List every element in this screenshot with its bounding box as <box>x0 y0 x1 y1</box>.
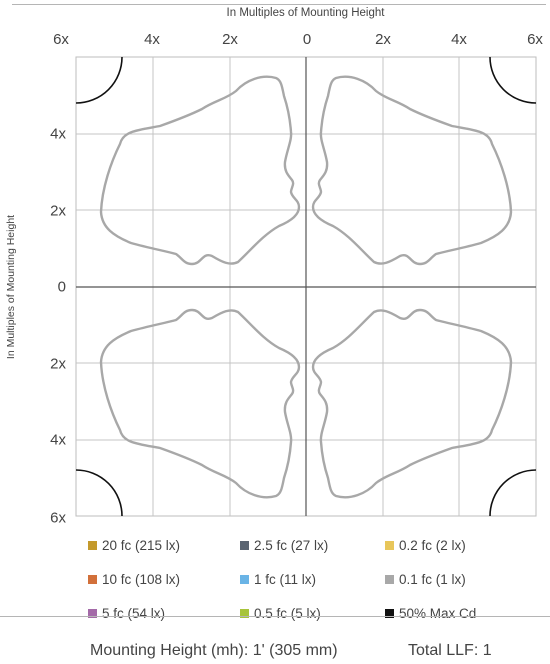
legend-swatch <box>88 575 97 584</box>
contour-lobe-top-right <box>311 75 513 266</box>
legend-swatch <box>385 575 394 584</box>
mounting-height-label: Mounting Height (mh): 1' (305 mm) <box>90 642 338 659</box>
legend-item: 0.1 fc (1 lx) <box>385 572 466 587</box>
legend-label: 10 fc (108 lx) <box>102 572 181 587</box>
legend-label: 0.5 fc (5 lx) <box>254 606 321 621</box>
legend-swatch <box>240 575 249 584</box>
legend-item: 1 fc (11 lx) <box>240 572 316 587</box>
top-rule <box>12 4 546 5</box>
y-tick-label: 4x <box>50 125 66 143</box>
contour-lobe-bottom-right <box>311 308 513 499</box>
legend-label: 50% Max Cd <box>399 606 477 621</box>
legend-item: 50% Max Cd <box>385 606 476 621</box>
legend-item: 0.5 fc (5 lx) <box>240 606 321 621</box>
y-tick-label: 2x <box>50 355 66 373</box>
x-tick-label: 2x <box>222 31 238 48</box>
legend-item: 20 fc (215 lx) <box>88 538 180 553</box>
legend-label: 0.2 fc (2 lx) <box>399 538 466 553</box>
x-tick-label: 6x <box>527 31 543 48</box>
x-tick-label: 4x <box>451 31 467 48</box>
legend-label: 2.5 fc (27 lx) <box>254 538 329 553</box>
legend-swatch <box>88 609 97 618</box>
x-tick-label: 2x <box>375 31 391 48</box>
legend-item: 10 fc (108 lx) <box>88 572 180 587</box>
legend-swatch <box>385 609 394 618</box>
legend-label: 5 fc (54 lx) <box>102 606 166 621</box>
y-tick-label: 4x <box>50 431 66 449</box>
total-llf-label: Total LLF: 1 <box>408 642 492 659</box>
contour-0-1fc <box>99 75 513 499</box>
legend-item: 5 fc (54 lx) <box>88 606 165 621</box>
y-tick-label: 6x <box>50 509 66 527</box>
legend-swatch <box>385 541 394 550</box>
y-tick-label: 0 <box>57 278 66 296</box>
legend-label: 20 fc (215 lx) <box>102 538 181 553</box>
legend-label: 1 fc (11 lx) <box>254 572 317 587</box>
legend-item: 2.5 fc (27 lx) <box>240 538 328 553</box>
x-tick-label: 0 <box>302 31 312 48</box>
x-tick-label: 4x <box>144 31 160 48</box>
contour-lobe-bottom-left <box>99 308 301 499</box>
y-tick-label: 2x <box>50 202 66 220</box>
legend-swatch <box>240 541 249 550</box>
footer-rule <box>0 616 550 617</box>
legend-item: 0.2 fc (2 lx) <box>385 538 466 553</box>
x-tick-label: 6x <box>53 31 69 48</box>
legend-label: 0.1 fc (1 lx) <box>399 572 466 587</box>
grid <box>75 56 537 517</box>
legend-swatch <box>240 609 249 618</box>
x-axis-title: In Multiples of Mounting Height <box>226 7 385 19</box>
legend-swatch <box>88 541 97 550</box>
contour-lobe-top-left <box>99 75 301 266</box>
